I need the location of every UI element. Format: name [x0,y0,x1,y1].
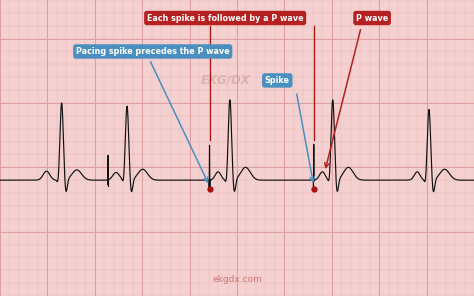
Text: Spike: Spike [265,76,290,85]
Text: P wave: P wave [356,14,388,22]
Text: Each spike is followed by a P wave: Each spike is followed by a P wave [147,14,303,22]
Text: ekgdx.com: ekgdx.com [212,275,262,284]
Text: Pacing spike precedes the P wave: Pacing spike precedes the P wave [76,47,229,56]
Text: EKG/DX: EKG/DX [201,74,250,87]
